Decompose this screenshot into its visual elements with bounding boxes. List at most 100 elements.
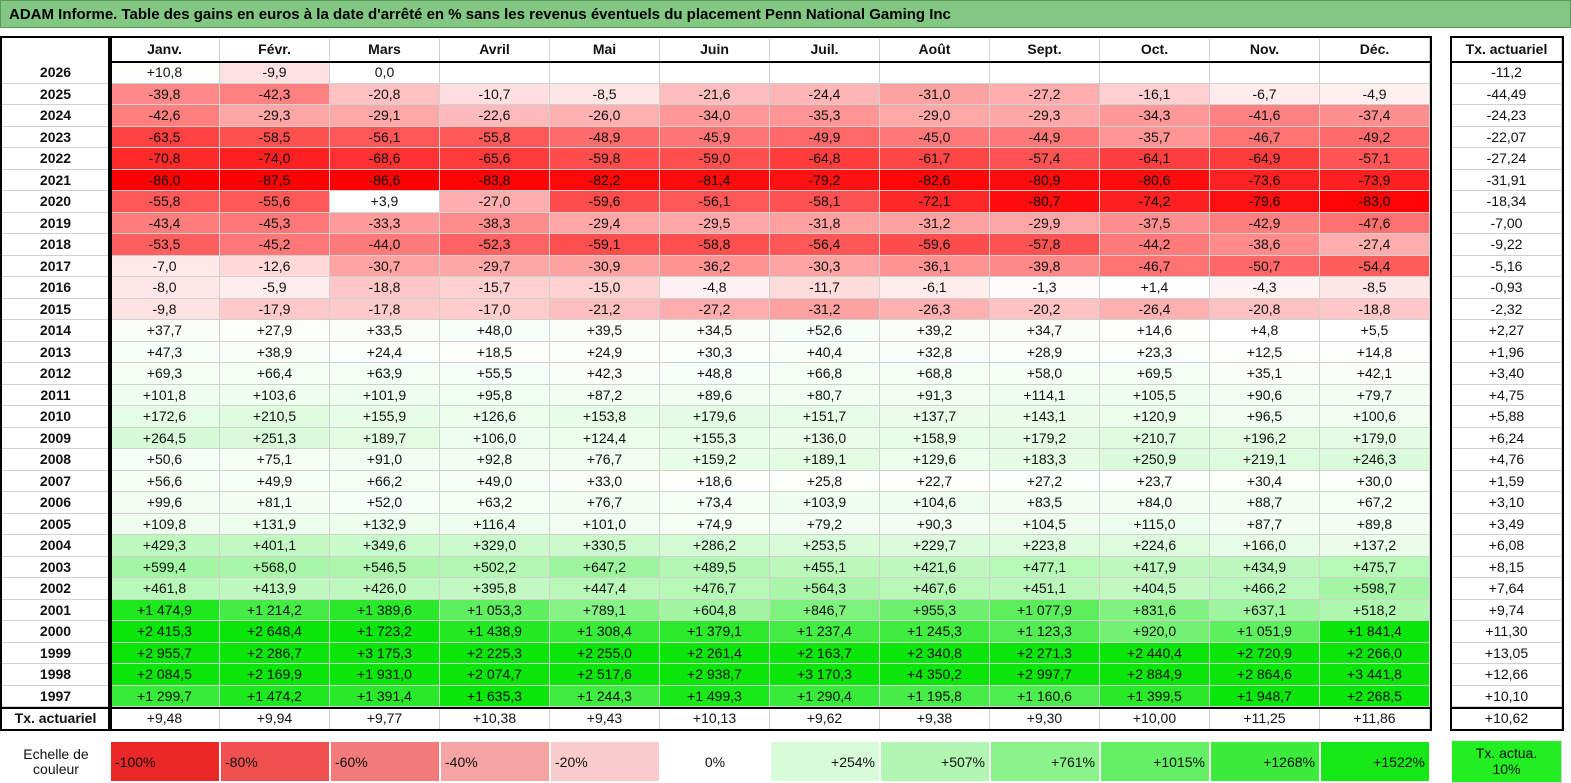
actuarial-cell: +1,59 [1452,470,1562,492]
gain-cell: -74,2 [1100,191,1210,213]
actuarial-cell: -24,23 [1452,105,1562,127]
gain-cell: +210,7 [1100,427,1210,449]
gain-cell: +599,4 [110,556,220,578]
gain-cell: +158,9 [880,427,990,449]
gain-cell: -45,9 [660,126,770,148]
gain-cell: +23,7 [1100,470,1210,492]
gain-cell: -44,2 [1100,234,1210,256]
footer-cell: +9,38 [880,707,990,730]
row-year: 2026 [2,62,110,84]
actuarial-cell: +5,88 [1452,406,1562,428]
row-year: 2005 [2,513,110,535]
gain-cell: -64,9 [1210,148,1320,170]
actuarial-cell: +13,05 [1452,642,1562,664]
gain-cell: +426,0 [330,578,440,600]
actuarial-cell: -22,07 [1452,126,1562,148]
gain-cell: +50,6 [110,449,220,471]
empty-cell [660,62,770,84]
gain-cell: -29,9 [990,212,1100,234]
gain-cell: +24,9 [550,341,660,363]
gain-cell: +183,3 [990,449,1100,471]
column-header: Févr. [220,37,330,62]
gain-cell: -50,7 [1210,255,1320,277]
gain-cell: +2 415,3 [110,621,220,643]
gain-cell: +99,6 [110,492,220,514]
gain-cell: +106,0 [440,427,550,449]
empty-cell [440,62,550,84]
gain-cell: +477,1 [990,556,1100,578]
column-header: Janv. [110,37,220,62]
gain-cell: +30,0 [1320,470,1430,492]
gain-cell: +30,3 [660,341,770,363]
gain-cell: +1 237,4 [770,621,880,643]
gain-cell: +101,0 [550,513,660,535]
gain-cell: -37,5 [1100,212,1210,234]
gain-cell: +68,8 [880,363,990,385]
gain-cell: +37,7 [110,320,220,342]
gain-cell: +1 391,4 [330,685,440,707]
actuarial-cell: +7,64 [1452,578,1562,600]
gain-cell: +137,7 [880,406,990,428]
column-header: Mars [330,37,440,62]
gain-cell: +475,7 [1320,556,1430,578]
gain-cell: +28,9 [990,341,1100,363]
actuarial-cell: +4,76 [1452,449,1562,471]
row-year: 2007 [2,470,110,492]
gain-cell: +1 214,2 [220,599,330,621]
gain-cell: -42,6 [110,105,220,127]
gain-cell: +66,8 [770,363,880,385]
gain-cell: +79,7 [1320,384,1430,406]
gain-cell: -73,6 [1210,169,1320,191]
column-header: Tx. actuariel [1452,37,1562,62]
legend-swatch: +1522% [1320,741,1430,782]
row-year: 2019 [2,212,110,234]
gain-cell: +920,0 [1100,621,1210,643]
gain-cell: +2 286,7 [220,642,330,664]
gain-cell: +1 160,6 [990,685,1100,707]
gain-cell: -15,0 [550,277,660,299]
gain-cell: +103,6 [220,384,330,406]
gain-cell: +104,5 [990,513,1100,535]
actuarial-cell: +3,40 [1452,363,1562,385]
gain-cell: -21,2 [550,298,660,320]
gain-cell: +3 441,8 [1320,664,1430,686]
gain-cell: -72,1 [880,191,990,213]
row-year: 2004 [2,535,110,557]
column-header: Déc. [1320,37,1430,62]
gain-cell: +103,9 [770,492,880,514]
gain-cell: -8,5 [1320,277,1430,299]
gain-cell: +84,0 [1100,492,1210,514]
gain-cell: +1 499,3 [660,685,770,707]
gain-cell: +518,2 [1320,599,1430,621]
gain-cell: -20,8 [1210,298,1320,320]
actuarial-cell: -2,32 [1452,298,1562,320]
row-year: 2011 [2,384,110,406]
gain-cell: +75,1 [220,449,330,471]
actuarial-cell: +11,30 [1452,621,1562,643]
row-year: 2002 [2,578,110,600]
gain-cell: +90,6 [1210,384,1320,406]
empty-cell [770,62,880,84]
gain-cell: +2 997,7 [990,664,1100,686]
gain-cell: +38,9 [220,341,330,363]
gain-cell: -46,7 [1210,126,1320,148]
gain-cell: +2 938,7 [660,664,770,686]
footer-cell: +10,00 [1100,707,1210,730]
legend-swatch: +1268% [1210,741,1320,782]
gain-cell: +598,7 [1320,578,1430,600]
row-year: 2020 [2,191,110,213]
gain-cell: +49,9 [220,470,330,492]
gain-cell: +1 389,6 [330,599,440,621]
row-year: 2003 [2,556,110,578]
gain-cell: -80,6 [1100,169,1210,191]
gain-cell: -53,5 [110,234,220,256]
gain-cell: +91,3 [880,384,990,406]
gain-cell: -59,0 [660,148,770,170]
gain-cell: +2 720,9 [1210,642,1320,664]
gain-cell: -45,0 [880,126,990,148]
gain-cell: -64,1 [1100,148,1210,170]
actuarial-cell: -0,93 [1452,277,1562,299]
gain-cell: +229,7 [880,535,990,557]
actuarial-cell: +6,08 [1452,535,1562,557]
gain-cell: +47,3 [110,341,220,363]
